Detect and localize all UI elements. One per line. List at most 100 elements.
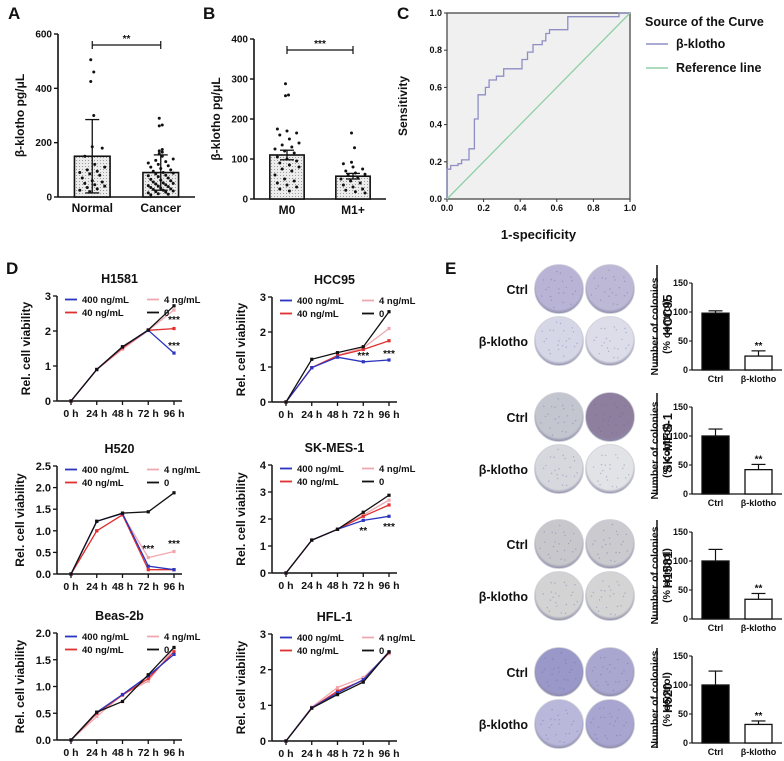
colony-speck xyxy=(557,477,559,480)
colony-speck xyxy=(621,672,623,675)
colony-speck xyxy=(548,286,550,288)
legend: 400 ng/mL 4 ng/mL 40 ng/mL 0 xyxy=(65,465,201,489)
colony-speck xyxy=(616,581,618,583)
data-point xyxy=(295,159,299,163)
colony-speck xyxy=(558,595,560,597)
colony-speck xyxy=(557,667,560,669)
series-line-0 xyxy=(70,492,175,575)
data-point xyxy=(361,187,365,191)
y-axis-label-unit: (% control) xyxy=(661,299,673,354)
colony-speck xyxy=(565,431,567,433)
data-marker xyxy=(387,339,391,343)
data-point xyxy=(278,187,282,191)
x-tick-label: 0 h xyxy=(63,408,78,420)
significance-label: ** xyxy=(755,454,763,465)
culture-dish xyxy=(585,444,635,494)
data-point xyxy=(88,190,92,194)
colony-speck xyxy=(603,413,606,415)
data-point xyxy=(146,191,150,195)
colony-speck xyxy=(549,329,551,331)
colony-speck xyxy=(596,737,598,740)
panel-e1-colony-bars: 0 50 100 150 Number of colonies (% control) Ct… xyxy=(649,277,782,384)
colony-speck xyxy=(571,404,574,407)
colony-speck xyxy=(542,593,544,595)
colony-speck xyxy=(557,448,559,451)
colony-speck xyxy=(594,414,597,416)
colony-speck xyxy=(606,737,609,740)
x-tick-label: 72 h xyxy=(353,409,374,421)
colony-group-h520: Ctrl β-klotho H520 xyxy=(479,647,675,749)
y-tick-label: 400 xyxy=(231,35,248,46)
colony-speck xyxy=(541,671,544,673)
colony-speck xyxy=(615,407,618,409)
colony-speck xyxy=(574,584,576,586)
data-marker xyxy=(146,676,150,681)
data-point xyxy=(169,187,173,191)
y-tick-label: 1 xyxy=(260,700,266,712)
data-marker xyxy=(172,568,176,572)
chart-title: H520 xyxy=(105,442,135,456)
chart-title: SK-MES-1 xyxy=(305,441,365,455)
data-point xyxy=(164,183,168,187)
colony-speck xyxy=(573,603,575,606)
y-tick-label: 2.0 xyxy=(36,483,51,495)
data-point xyxy=(349,179,353,183)
data-point xyxy=(287,93,290,97)
colony-speck xyxy=(599,472,602,475)
data-point xyxy=(171,189,175,193)
x-tick-label: 0.4 xyxy=(514,203,527,213)
data-point xyxy=(78,188,82,192)
colony-speck xyxy=(602,580,604,582)
colony-speck xyxy=(615,423,617,425)
culture-dish xyxy=(585,647,635,697)
data-point xyxy=(353,146,356,150)
colony-speck xyxy=(625,331,627,334)
colony-speck xyxy=(563,741,565,744)
data-marker xyxy=(284,571,288,575)
colony-speck xyxy=(595,606,598,609)
panel-letter-a: A xyxy=(8,4,20,23)
culture-dish xyxy=(585,264,635,314)
colony-speck xyxy=(604,277,607,280)
y-tick-label: 2 xyxy=(260,665,266,677)
data-marker xyxy=(95,710,99,714)
panel-d1-h1581: H1581 0 1 2 3 0 h 24 h 48 h 72 h 96 h Rel. cell vi… xyxy=(19,272,201,420)
data-point xyxy=(350,160,353,164)
legend-label: 0 xyxy=(379,646,384,657)
colony-speck xyxy=(602,404,604,406)
data-point xyxy=(290,145,294,149)
colony-speck xyxy=(570,276,572,278)
colony-speck xyxy=(550,718,552,720)
data-point xyxy=(161,181,165,185)
colony-speck xyxy=(604,464,607,466)
colony-speck xyxy=(559,740,561,743)
panel-d5-beas2b: Beas-2b 0.0 0.5 1.0 1.5 2.0 0 h 24 h 48 h 72 h 96 … xyxy=(13,609,201,759)
x-tick-label: 1.0 xyxy=(624,203,637,213)
y-axis-label: Rel. cell viability xyxy=(234,640,248,734)
colony-speck xyxy=(622,595,625,598)
data-point xyxy=(280,167,284,171)
data-marker xyxy=(335,355,340,359)
colony-speck xyxy=(549,557,551,559)
colony-speck xyxy=(547,553,550,556)
colony-speck xyxy=(556,270,558,273)
legend-label: 0 xyxy=(164,478,169,489)
data-point xyxy=(287,163,291,167)
roc-curve xyxy=(446,12,630,199)
legend-label: 4 ng/mL xyxy=(379,296,416,307)
panel-d4-skmes1: SK-MES-1 0 1 2 3 4 0 h 24 h 48 h 72 h 96 h Rel. cel… xyxy=(234,441,416,592)
data-point xyxy=(154,190,158,194)
colony-speck xyxy=(614,560,616,563)
colony-speck xyxy=(614,720,617,723)
colony-speck xyxy=(546,681,549,683)
data-point xyxy=(80,176,84,180)
colony-speck xyxy=(573,532,575,535)
series-line-4ngml xyxy=(285,653,390,742)
colony-speck xyxy=(616,717,619,719)
x-tick-label: Ctrl xyxy=(708,498,724,508)
data-point xyxy=(346,173,350,177)
cell-line-label: SK-MES-1 xyxy=(661,413,675,473)
colony-speck xyxy=(562,688,565,690)
colony-speck xyxy=(616,303,618,306)
x-tick-label: 48 h xyxy=(327,748,348,760)
